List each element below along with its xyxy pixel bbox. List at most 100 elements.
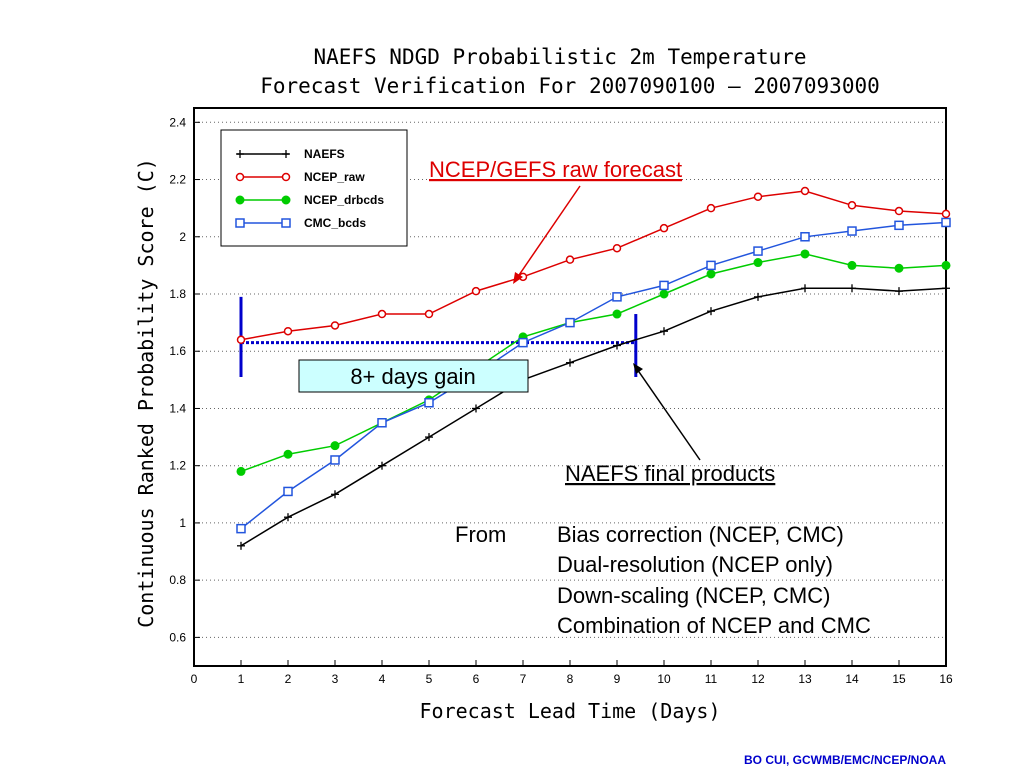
x-axis-title: Forecast Lead Time (Days) — [419, 699, 720, 723]
data-point-cmc-bcds — [894, 220, 904, 231]
legend-marker — [235, 172, 245, 182]
data-point-naefs — [472, 404, 480, 413]
data-point-ncep-drbcds — [753, 258, 763, 268]
x-tick-label: 7 — [520, 672, 527, 686]
y-tick-label: 2.2 — [169, 173, 186, 187]
gain-label: 8+ days gain — [350, 364, 475, 389]
data-point-ncep-raw — [471, 286, 481, 296]
data-point-cmc-bcds — [565, 317, 575, 328]
data-point-cmc-bcds — [330, 455, 340, 465]
data-point-cmc-bcds — [847, 226, 857, 236]
data-point-naefs — [566, 358, 574, 367]
data-point-naefs — [942, 284, 950, 293]
raw-forecast-label: NCEP/GEFS raw forecast — [429, 157, 682, 182]
data-point-ncep-raw — [377, 309, 387, 319]
data-point-ncep-drbcds — [847, 260, 857, 270]
data-point-cmc-bcds — [941, 217, 951, 228]
data-point-cmc-bcds — [753, 246, 763, 256]
author-credit: BO CUI, GCWMB/EMC/NCEP/NOAA — [744, 753, 946, 767]
y-tick-label: 0.8 — [169, 573, 186, 587]
data-point-cmc-bcds — [612, 292, 622, 302]
data-point-naefs — [425, 433, 433, 442]
series — [236, 186, 951, 550]
data-point-naefs — [707, 307, 715, 316]
data-point-ncep-drbcds — [612, 309, 622, 319]
data-point-ncep-drbcds — [800, 249, 810, 259]
x-axis: 0 1 2 3 4 5 6 7 8 9 10 11 12 13 14 15 16 — [191, 660, 953, 686]
data-point-naefs — [331, 490, 339, 499]
data-point-naefs — [848, 284, 856, 293]
data-point-ncep-drbcds — [236, 466, 246, 476]
data-point-cmc-bcds — [424, 397, 434, 408]
from-item-combination: Combination of NCEP and CMC — [557, 613, 871, 638]
legend-marker — [281, 218, 291, 228]
raw-forecast-arrow — [516, 185, 581, 279]
legend-entry-ncep-raw: NCEP_raw — [235, 170, 365, 184]
data-point-ncep-drbcds — [894, 263, 904, 273]
y-tick-label: 1.8 — [169, 287, 186, 301]
data-point-ncep-raw — [612, 243, 622, 253]
legend-marker — [281, 195, 291, 205]
data-point-ncep-raw — [894, 206, 904, 216]
x-tick-label: 4 — [379, 672, 386, 686]
data-point-ncep-raw — [659, 223, 669, 233]
y-axis-title: Continuous Ranked Probability Score (C) — [134, 158, 158, 628]
data-point-naefs — [754, 292, 762, 301]
data-point-naefs — [895, 287, 903, 296]
y-tick-label: 1 — [179, 516, 186, 530]
data-point-cmc-bcds — [236, 523, 246, 534]
data-point-ncep-raw — [565, 255, 575, 264]
final-products-arrowhead — [633, 363, 643, 374]
x-tick-label: 13 — [798, 672, 812, 686]
data-point-cmc-bcds — [377, 418, 387, 428]
x-tick-label: 6 — [473, 672, 480, 686]
x-tick-label: 5 — [426, 672, 433, 686]
data-point-ncep-drbcds — [330, 441, 340, 451]
x-tick-label: 16 — [939, 672, 953, 686]
legend-label: NAEFS — [304, 147, 345, 161]
legend-marker — [282, 150, 290, 158]
data-point-cmc-bcds — [800, 232, 810, 242]
legend-label: CMC_bcds — [304, 216, 366, 230]
x-tick-label: 3 — [332, 672, 339, 686]
x-tick-label: 10 — [657, 672, 671, 686]
data-point-cmc-bcds — [659, 280, 669, 291]
from-label: From — [455, 522, 506, 547]
chart-title: NAEFS NDGD Probabilistic 2m Temperature — [313, 45, 806, 69]
series-cmc-bcds — [236, 217, 951, 534]
chart-subtitle: Forecast Verification For 2007090100 – 2… — [260, 74, 880, 98]
data-point-ncep-raw — [424, 309, 434, 319]
data-point-naefs — [801, 284, 809, 293]
final-products-label: NAEFS final products — [565, 461, 775, 486]
series-line-ncep-raw — [240, 190, 947, 341]
x-tick-label: 8 — [567, 672, 574, 686]
data-point-ncep-raw — [706, 203, 716, 213]
legend: NAEFS NCEP_raw NCEP_drbcds CMC_bcds — [220, 129, 408, 247]
y-axis: 0.6 0.8 1 1.2 1.4 1.6 1.8 2 2.2 2.4 — [169, 115, 200, 644]
raw-forecast-arrowhead — [513, 272, 523, 284]
y-tick-label: 1.4 — [169, 401, 186, 415]
x-tick-label: 0 — [191, 672, 198, 686]
legend-label: NCEP_raw — [304, 170, 365, 184]
y-tick-label: 1.6 — [169, 344, 186, 358]
data-point-ncep-drbcds — [941, 260, 951, 270]
data-point-ncep-raw — [236, 335, 246, 345]
data-point-ncep-raw — [330, 321, 340, 330]
data-point-naefs — [284, 513, 292, 522]
legend-marker — [235, 218, 245, 228]
grid — [194, 121, 946, 638]
final-products-arrow — [636, 368, 701, 461]
legend-label: NCEP_drbcds — [304, 193, 384, 207]
series-line-cmc-bcds — [240, 221, 947, 530]
gain-label-box — [298, 359, 529, 393]
legend-box — [220, 129, 408, 247]
data-point-ncep-raw — [283, 326, 293, 336]
x-tick-label: 11 — [705, 672, 718, 686]
data-point-naefs — [660, 327, 668, 336]
data-point-ncep-raw — [753, 192, 763, 201]
series-line-naefs — [240, 287, 947, 547]
data-point-cmc-bcds — [518, 337, 528, 348]
legend-marker — [235, 195, 245, 205]
data-point-cmc-bcds — [283, 486, 293, 497]
